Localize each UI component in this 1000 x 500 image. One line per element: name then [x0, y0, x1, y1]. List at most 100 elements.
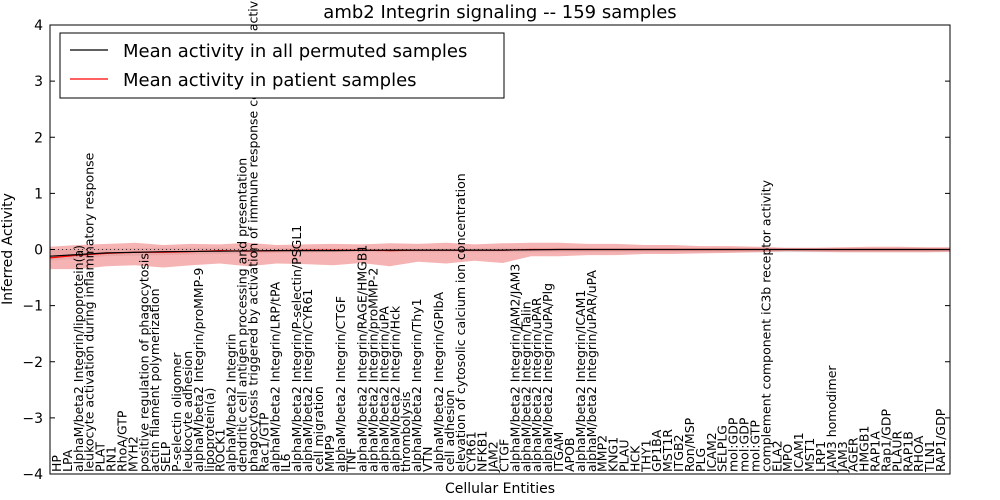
x-tick-label: ELA2 — [769, 440, 784, 472]
x-tick-label: HMGB1 — [857, 426, 872, 472]
x-tick-label: MST1 — [802, 438, 817, 472]
x-tick-label: VTN — [420, 446, 435, 472]
x-tick-label: SELPLG — [715, 425, 730, 472]
x-tick-label: mol:GTP — [748, 420, 763, 472]
x-tick-label: positive regulation of phagocytosis — [136, 253, 151, 472]
x-tick-label: alphaM/beta2 Integrin/uPA — [376, 306, 391, 472]
y-tick-label: −4 — [22, 467, 43, 483]
x-tick-label: alphaM/beta2 Integrin — [224, 334, 239, 472]
x-tick-label: alphaM/beta2 Integrin/JAM2/JAM3 — [507, 264, 522, 472]
x-tick-label: RAP1B — [900, 431, 915, 472]
x-tick-label: alphaM/beta2 Integrin/ICAM1 — [573, 290, 588, 472]
y-tick-label: 4 — [34, 18, 43, 34]
x-tick-label: alphaM/beta2 Integrin/lipoprotein(a) — [71, 245, 86, 472]
x-tick-label: alphaM/beta2 Integrin/uPAR/uPA — [584, 270, 599, 472]
x-tick-label: TNF — [344, 448, 359, 473]
x-tick-label: SELP — [158, 441, 173, 472]
x-tick-label: alphaM/beta2 Integrin/proMMP-9 — [191, 268, 206, 472]
x-tick-label: LPA — [60, 449, 75, 472]
x-tick-label: RAP1A — [868, 431, 883, 472]
x-tick-label: alphaM/beta2 Integrin/CYR61 — [300, 289, 315, 472]
x-tick-label: MYH2 — [125, 436, 140, 472]
x-tick-label: RAP1/GDP — [933, 408, 948, 472]
x-tick-label: complement component iC3b receptor activ… — [758, 179, 773, 472]
x-tick-label: JAM3 homodimer — [824, 365, 839, 473]
x-tick-label: KNG1 — [606, 437, 621, 472]
x-tick-label: NFKB1 — [475, 431, 490, 472]
x-tick-label: RHOA — [911, 435, 926, 472]
x-tick-label: lipoprotein(a) — [202, 388, 217, 472]
x-tick-label: cell adhesion — [442, 390, 457, 472]
x-tick-label: PLAUR — [889, 431, 904, 472]
y-tick-label: 3 — [34, 74, 43, 90]
x-tick-label: HP — [49, 455, 64, 472]
x-tick-label: alphaM/beta2 Integrin/RAGE/HMGB1 — [355, 245, 370, 472]
x-axis-label: Cellular Entities — [445, 481, 555, 497]
y-tick-label: 1 — [34, 186, 43, 202]
legend: Mean activity in all permuted samples Me… — [59, 32, 505, 99]
x-tick-label: MST1R — [660, 429, 675, 472]
x-tick-label: alphaM/beta2 Integrin/GPIbA — [431, 292, 446, 472]
x-tick-label: dendritic cell antigen processing and pr… — [235, 158, 250, 472]
x-tick-label: Rap1/GDP — [878, 409, 893, 472]
y-axis-label: Inferred Activity — [0, 193, 16, 305]
x-tick-label: alphaM/beta2 Integrin/uPAR — [529, 297, 544, 472]
legend-label-permuted: Mean activity in all permuted samples — [123, 41, 467, 62]
x-tick-label: elevation of cytosolic calcium ion conce… — [453, 173, 468, 472]
x-tick-label: RN1 — [104, 446, 119, 472]
x-tick-label: IL6 — [278, 453, 293, 472]
x-tick-label: LRP1 — [813, 441, 828, 472]
x-tick-label: Ron/MSP — [682, 417, 697, 472]
x-tick-label: APOB — [562, 437, 577, 472]
y-tick-label: −1 — [22, 299, 43, 315]
x-tick-label: actin filament polymerization — [147, 288, 162, 472]
x-tick-label: RhoA/GTP — [115, 410, 130, 472]
permuted-mean-line — [49, 248, 950, 257]
x-tick-label: PLAU — [617, 440, 632, 473]
y-tick-label: 0 — [34, 243, 43, 259]
x-tick-label: CTGF — [497, 439, 512, 472]
x-tick-label: Rac1/GTP — [256, 412, 271, 472]
x-tick-label: PLAT — [93, 442, 108, 472]
x-tick-label: mol:GDP — [737, 417, 752, 472]
x-tick-label: P-selectin oligomer — [169, 352, 184, 472]
x-tick-label: alphaM/beta2 Integrin/P-selectin/PSGL1 — [289, 225, 304, 472]
chart-title: amb2 Integrin signaling -- 159 samples — [323, 2, 676, 23]
x-tick-label: ICAM2 — [704, 432, 719, 472]
x-tick-label: leukocyte activation during inflammatory… — [82, 152, 97, 472]
x-tick-label: mol:GDP — [726, 417, 741, 472]
x-tick-label: THY1 — [638, 439, 653, 473]
legend-label-patient: Mean activity in patient samples — [123, 70, 417, 91]
x-tick-label: JAM2 — [486, 441, 501, 473]
x-tick-label: HCK — [627, 445, 642, 472]
x-tick-label: cell migration — [311, 386, 326, 472]
y-tick-label: −3 — [22, 411, 43, 427]
x-tick-label: alphaM/beta2 Integrin/Talin — [518, 301, 533, 472]
x-tick-label: alphaM/beta2 Integrin/Hck — [387, 305, 402, 472]
x-tick-label: AGER — [846, 437, 861, 472]
y-tick-label: −2 — [22, 355, 43, 371]
x-tick-label: CYR61 — [464, 431, 479, 472]
x-tick-label: thrombolysis — [398, 392, 413, 472]
x-tick-label: PLG — [693, 448, 708, 472]
x-tick-label: TLN1 — [922, 440, 937, 473]
x-tick-label: JAM3 — [835, 441, 850, 473]
legend-box — [59, 32, 505, 99]
x-tick-label: phagocytosis triggered by activation of … — [245, 0, 260, 472]
x-tick-label: alphaM/beta2 Integrin/Thy1 — [409, 298, 424, 472]
x-tick-label: alphaM/beta2 Integrin/proMMP-2 — [366, 268, 381, 472]
x-tick-label: MMP2 — [595, 435, 610, 472]
x-tick-label: ITGB2 — [671, 434, 686, 472]
x-tick-label: MPO — [780, 444, 795, 472]
x-tick-label: alphaM/beta2 Integrin/CTGF — [333, 296, 348, 472]
x-tick-label: ICAM1 — [791, 432, 806, 472]
x-tick-label: alphaM/beta2 Integrin/LRP/tPA — [267, 281, 282, 472]
x-tick-label: leukocyte adhesion — [180, 351, 195, 472]
x-tick-label: ROCK1 — [213, 429, 228, 472]
x-tick-label: GP1BA — [649, 429, 664, 472]
x-tick-label: ITGAM — [551, 432, 566, 472]
y-tick-label: 2 — [34, 130, 43, 146]
x-tick-label: alphaM/beta2 Integrin/uPA/Plg — [540, 283, 555, 472]
